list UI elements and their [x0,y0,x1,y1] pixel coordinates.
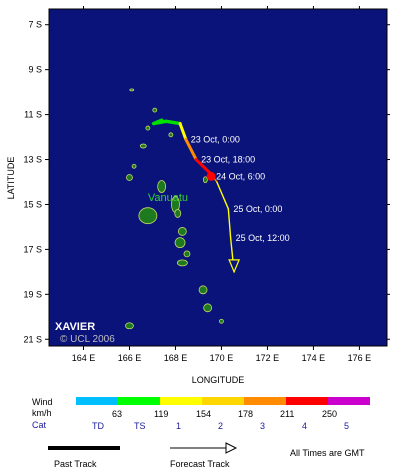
lat-tick-label: 11 S [24,110,42,120]
map-border [48,8,388,347]
past-track-label: Past Track [54,459,97,469]
scale-segment [160,397,202,405]
wind-value: 178 [238,409,254,419]
track-legend [48,442,238,454]
track-map: 23 Oct, 0:00 23 Oct, 18:00 24 Oct, 6:00 25 … [6,6,390,385]
lon-tick-label: 168 E [164,353,188,363]
cat-value: TD [92,421,104,431]
wind-value: 154 [196,409,212,419]
cat-value: 4 [302,421,308,431]
island [131,163,137,169]
cat-value: 1 [176,421,182,431]
cat-label: Cat [32,420,47,430]
forecast-arrow-icon [225,442,238,454]
scale-segment [202,397,244,405]
gmt-note: All Times are GMT [290,448,365,458]
forecast-segment [194,158,212,175]
wind-value: 63 [112,409,123,419]
past-track [151,118,182,126]
island [177,227,187,236]
island [152,107,158,113]
forecast-arrow-icon [228,259,240,274]
island [174,237,186,249]
time-label: 23 Oct, 18:00 [201,155,255,165]
wind-scale-bar [76,397,370,405]
time-label: 25 Oct, 0:00 [233,204,282,214]
island [174,209,182,218]
cat-value: 2 [218,421,224,431]
scale-segment [244,397,286,405]
lon-tick-label: 170 E [210,353,234,363]
scale-segment [76,397,118,405]
time-label: 23 Oct, 0:00 [191,134,240,144]
land-layer [125,88,224,330]
ocean-area [49,9,387,346]
current-position-marker [206,171,216,181]
island [183,250,191,258]
island [202,176,208,184]
axis-ticks: 164 E 166 E 168 E 170 E 172 E 174 E 176 E 7 S 9 … [23,6,390,363]
x-axis-label: LONGITUDE [192,375,245,385]
forecast-segment [216,181,230,210]
lon-tick-label: 176 E [348,353,372,363]
unit-label: km/h [32,408,52,418]
lon-tick-label: 164 E [72,353,96,363]
lat-tick-label: 17 S [23,244,42,254]
forecast-track-label: Forecast Track [170,459,230,469]
copyright-label: © UCL 2006 [60,334,115,345]
time-label: 25 Oct, 12:00 [236,233,290,243]
wind-value: 119 [154,409,169,419]
cat-value: 3 [260,421,266,431]
lat-tick-label: 13 S [23,155,42,165]
place-label: Vanuatu [148,192,188,204]
cat-value: 5 [344,421,350,431]
frame [48,8,388,347]
scale-segment [286,397,328,405]
scale-segment [118,397,160,405]
island [157,180,167,193]
y-axis-label: LATITUDE [6,157,16,200]
lat-tick-label: 21 S [23,334,42,344]
lat-tick-label: 19 S [23,289,42,299]
storm-name: XAVIER [55,321,95,333]
island [126,174,133,181]
lon-tick-label: 166 E [118,353,142,363]
forecast-segment [227,208,232,239]
island [139,143,147,149]
forecast-segment [178,122,188,141]
wind-value: 250 [322,409,338,419]
island [176,259,188,267]
lon-tick-label: 172 E [256,353,280,363]
track-layer: 23 Oct, 0:00 23 Oct, 18:00 24 Oct, 6:00 25 … [151,118,290,274]
forecast-segment [184,137,198,162]
island [138,207,158,225]
lat-tick-label: 15 S [23,199,42,209]
lat-tick-label: 9 S [28,65,42,75]
island [125,322,134,330]
island [198,285,208,295]
island [129,88,135,92]
cat-value: TS [134,421,146,431]
time-label: 24 Oct, 6:00 [216,171,265,181]
lat-tick-label: 7 S [28,20,42,30]
scale-segment [328,397,370,405]
wind-value: 211 [280,409,295,419]
island [203,303,213,313]
island [219,318,224,324]
wind-label: Wind [32,397,53,407]
lon-tick-label: 174 E [302,353,326,363]
island [145,125,151,131]
island [168,132,174,138]
